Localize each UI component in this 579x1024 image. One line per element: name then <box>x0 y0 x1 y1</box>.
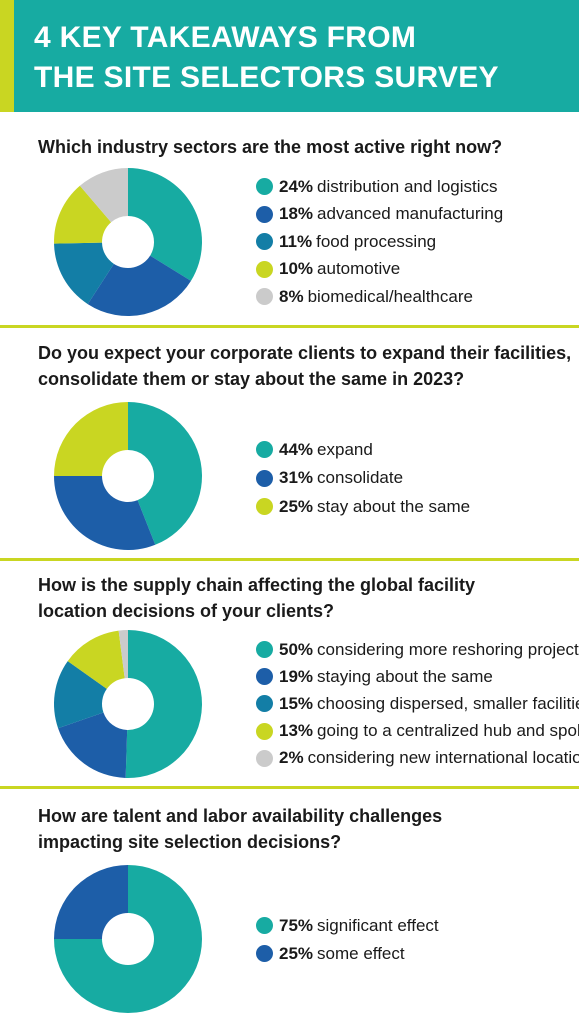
legend-swatch <box>256 205 273 223</box>
legend-item: 24% distribution and logistics <box>256 173 498 200</box>
donut-slice <box>54 402 128 476</box>
section-divider-3 <box>0 786 579 789</box>
legend-swatch <box>256 441 273 458</box>
legend-item: 15% choosing dispersed, smaller facilitie… <box>256 690 579 717</box>
legend-label: expand <box>317 439 373 459</box>
question-3-line-1: How is the supply chain affecting the gl… <box>38 575 476 595</box>
legend-percent: 25% <box>279 496 314 516</box>
legend-label: automotive <box>317 259 401 278</box>
legend-item: 75% significant effect <box>256 912 439 939</box>
legend-label: significant effect <box>317 915 439 935</box>
donut-chart-4 <box>54 865 202 1013</box>
legend-swatch <box>256 722 273 740</box>
legend-percent: 19% <box>279 666 314 686</box>
section-divider-1 <box>0 325 579 328</box>
donut-slice <box>128 168 203 281</box>
donut-slice <box>54 185 112 244</box>
legend-percent: 18% <box>279 204 314 223</box>
legend-swatch <box>256 668 273 686</box>
donut-slice <box>118 630 128 679</box>
legend-label: advanced manufacturing <box>317 204 504 223</box>
question-4-line-2: impacting site selection decisions? <box>38 832 342 852</box>
legend-swatch <box>256 233 273 250</box>
legend-swatch <box>256 178 273 195</box>
legend-item: 44% expand <box>256 436 373 463</box>
legend-item: 31% consolidate <box>256 465 403 492</box>
legend-percent: 13% <box>279 721 314 741</box>
legend-percent: 10% <box>279 259 314 278</box>
legend-item: 25% stay about the same <box>256 493 470 520</box>
legend-label: choosing dispersed, smaller facilities <box>317 693 579 713</box>
legend-item: 10% automotive <box>256 256 400 283</box>
legend-label: staying about the same <box>317 666 493 686</box>
donut-chart-3 <box>54 630 203 778</box>
legend-percent: 25% <box>279 943 314 963</box>
legend-percent: 44% <box>279 439 314 459</box>
legend-label: biomedical/healthcare <box>307 286 473 306</box>
legend-label: food processing <box>316 231 437 251</box>
question-1: Which industry sectors are the most acti… <box>38 134 502 160</box>
donut-slice <box>54 242 114 305</box>
legend-item: 8% biomedical/healthcare <box>256 283 473 310</box>
header-accent-bar <box>0 0 14 112</box>
question-2-line-1: Do you expect your corporate clients to … <box>38 343 572 363</box>
donut-chart-1 <box>54 168 203 316</box>
page-title-line-1: 4 KEY TAKEAWAYS FROM <box>34 21 417 54</box>
donut-slice <box>54 661 107 729</box>
legend-swatch <box>256 749 273 767</box>
donut-slice <box>58 712 128 778</box>
question-3: How is the supply chain affecting the gl… <box>38 572 475 624</box>
legend-item: 13% going to a centralized hub and spoke <box>256 718 579 745</box>
legend-swatch <box>256 945 273 962</box>
question-3-line-2: location decisions of your clients? <box>38 601 335 621</box>
header-banner: 4 KEY TAKEAWAYS FROM THE SITE SELECTORS … <box>0 0 579 112</box>
donut-slice <box>54 865 202 1013</box>
legend-percent: 75% <box>279 915 314 935</box>
question-4: How are talent and labor availability ch… <box>38 803 442 855</box>
legend-label: distribution and logistics <box>317 176 498 196</box>
legend-swatch <box>256 260 273 278</box>
legend-swatch <box>256 288 273 305</box>
legend-swatch <box>256 469 273 487</box>
legend-label: stay about the same <box>317 496 471 516</box>
legend-item: 11% food processing <box>256 228 436 255</box>
legend-percent: 50% <box>279 639 314 659</box>
legend-label: considering new international locations <box>307 748 579 768</box>
legend-label: going to a centralized hub and spoke <box>317 721 579 741</box>
page-title-line-2: THE SITE SELECTORS SURVEY <box>34 61 499 94</box>
legend-percent: 24% <box>279 176 314 196</box>
legend-percent: 31% <box>279 468 314 487</box>
legend-percent: 2% <box>279 748 304 768</box>
donut-slice <box>125 630 203 778</box>
donut-slice <box>79 168 128 223</box>
legend-item: 18% advanced manufacturing <box>256 201 503 228</box>
legend-label: some effect <box>317 943 405 963</box>
donut-slice <box>54 476 156 550</box>
legend-item: 19% staying about the same <box>256 663 493 690</box>
legend-swatch <box>256 695 273 713</box>
donut-slice <box>87 255 191 316</box>
question-2: Do you expect your corporate clients to … <box>38 340 571 392</box>
legend-item: 25% some effect <box>256 940 405 967</box>
question-2-line-2: consolidate them or stay about the same … <box>38 369 465 389</box>
legend-swatch <box>256 498 273 515</box>
donut-chart-2 <box>54 402 203 550</box>
donut-slice <box>67 630 125 689</box>
section-divider-2 <box>0 558 579 561</box>
legend-swatch <box>256 641 273 658</box>
legend-item: 2% considering new international location… <box>256 745 579 772</box>
donut-slice <box>128 402 203 545</box>
question-4-line-1: How are talent and labor availability ch… <box>38 806 443 826</box>
legend-item: 50% considering more reshoring projects <box>256 636 579 663</box>
legend-percent: 11% <box>279 231 313 251</box>
legend-percent: 15% <box>279 693 314 713</box>
legend-label: considering more reshoring projects <box>317 639 579 659</box>
donut-slice <box>54 865 128 939</box>
legend-label: consolidate <box>317 468 404 487</box>
legend-percent: 8% <box>279 286 304 306</box>
question-1-line-1: Which industry sectors are the most acti… <box>38 137 503 157</box>
legend-swatch <box>256 917 273 934</box>
